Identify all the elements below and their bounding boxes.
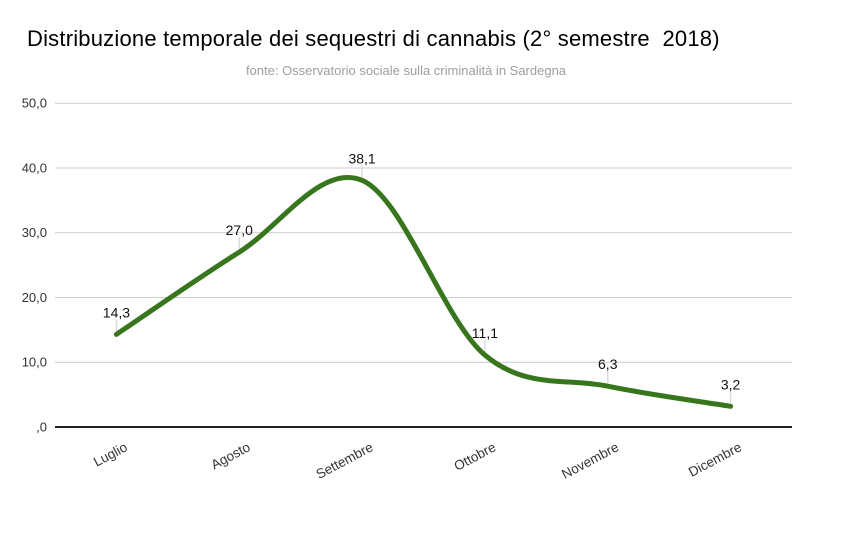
chart-subtitle: fonte: Osservatorio sociale sulla crimin…: [245, 63, 567, 78]
data-label: 27,0: [226, 222, 253, 238]
x-tick-label-dicembre: Dicembre: [686, 439, 744, 479]
y-tick-label: 10,0: [22, 355, 47, 370]
y-tick-label: 40,0: [22, 160, 47, 175]
x-tick-label-settembre: Settembre: [313, 439, 375, 481]
y-tick-label: 20,0: [22, 290, 47, 305]
data-label: 14,3: [103, 304, 130, 320]
data-label: 11,1: [472, 325, 498, 341]
data-label: 6,3: [598, 356, 618, 372]
x-tick-label-ottobre: Ottobre: [452, 439, 499, 473]
data-label: 3,2: [721, 376, 741, 392]
chart-title: Distribuzione temporale dei sequestri di…: [27, 26, 720, 51]
series-line: [113, 175, 734, 409]
x-tick-label-novembre: Novembre: [559, 439, 621, 481]
y-tick-label: 50,0: [22, 96, 47, 111]
data-label: 38,1: [348, 150, 375, 166]
x-tick-label-agosto: Agosto: [209, 439, 253, 472]
y-tick-label: 30,0: [22, 225, 47, 240]
x-tick-label-luglio: Luglio: [91, 439, 130, 469]
y-tick-label: ,0: [36, 420, 47, 435]
